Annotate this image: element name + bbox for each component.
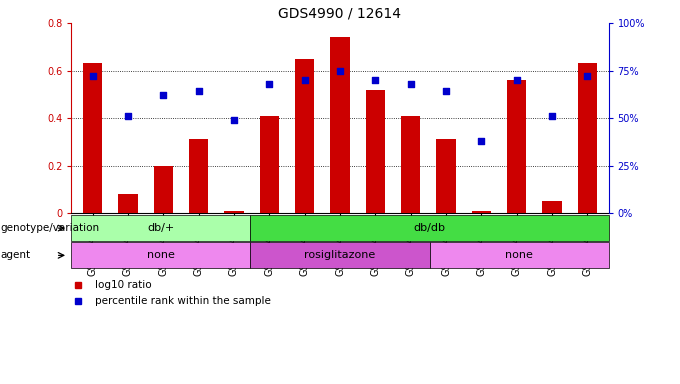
Point xyxy=(441,88,452,94)
Point xyxy=(193,88,204,94)
Point xyxy=(370,77,381,83)
Text: log10 ratio: log10 ratio xyxy=(95,280,152,290)
Point xyxy=(122,113,133,119)
Bar xyxy=(189,139,208,213)
Bar xyxy=(118,194,137,213)
Bar xyxy=(543,201,562,213)
Bar xyxy=(472,211,491,213)
Point xyxy=(335,68,345,74)
Bar xyxy=(437,139,456,213)
Point xyxy=(228,117,239,123)
Text: genotype/variation: genotype/variation xyxy=(0,223,99,233)
Point xyxy=(87,73,98,79)
Point xyxy=(405,81,416,87)
Bar xyxy=(578,63,597,213)
Bar xyxy=(330,37,350,213)
Bar xyxy=(260,116,279,213)
Bar xyxy=(224,211,243,213)
Point xyxy=(158,92,169,98)
Text: percentile rank within the sample: percentile rank within the sample xyxy=(95,296,271,306)
Text: db/db: db/db xyxy=(413,223,445,233)
Bar xyxy=(83,63,102,213)
Point xyxy=(511,77,522,83)
Bar xyxy=(366,89,385,213)
Text: agent: agent xyxy=(0,250,30,260)
Text: none: none xyxy=(505,250,533,260)
Text: db/+: db/+ xyxy=(148,223,175,233)
Point xyxy=(299,77,310,83)
Bar xyxy=(507,80,526,213)
Text: none: none xyxy=(147,250,175,260)
Bar xyxy=(295,59,314,213)
Point xyxy=(547,113,558,119)
Text: rosiglitazone: rosiglitazone xyxy=(305,250,375,260)
Point xyxy=(582,73,593,79)
Bar xyxy=(154,166,173,213)
Point xyxy=(264,81,275,87)
Bar xyxy=(401,116,420,213)
Title: GDS4990 / 12614: GDS4990 / 12614 xyxy=(279,7,401,20)
Point xyxy=(476,138,487,144)
